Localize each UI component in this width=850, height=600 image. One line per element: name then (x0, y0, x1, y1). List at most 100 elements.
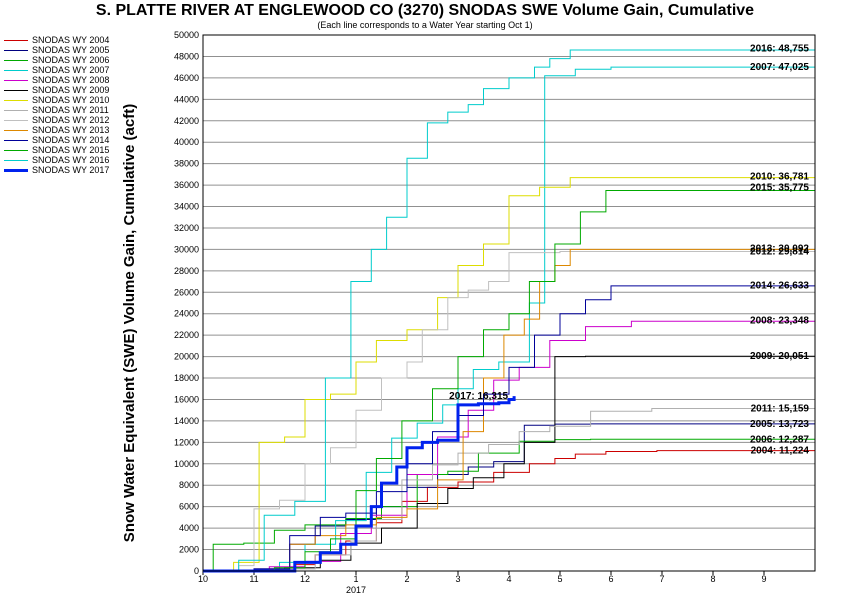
legend-item: SNODAS WY 2016 (4, 155, 109, 165)
x-tick-label: 3 (455, 574, 460, 584)
x-tick-label: 7 (659, 574, 664, 584)
series-line (203, 320, 816, 572)
y-tick-label: 24000 (174, 309, 199, 319)
series-line (203, 48, 816, 572)
legend-label: SNODAS WY 2014 (32, 135, 110, 145)
x-tick-label: 4 (506, 574, 511, 584)
legend-swatch (4, 119, 28, 121)
legend-swatch (4, 109, 28, 111)
legend-swatch (4, 79, 28, 81)
y-tick-label: 42000 (174, 116, 199, 126)
legend-swatch (4, 59, 28, 61)
legend-item: SNODAS WY 2015 (4, 145, 109, 155)
series-line (203, 396, 516, 573)
series-end-label: 2011: 15,159 (751, 403, 810, 414)
legend-label: SNODAS WY 2010 (32, 95, 110, 105)
y-tick-label: 32000 (174, 223, 199, 233)
grid (203, 34, 815, 572)
y-tick-label: 38000 (174, 159, 199, 169)
y-tick-label: 2000 (179, 545, 199, 555)
y-tick-label: 14000 (174, 416, 199, 426)
legend-label: SNODAS WY 2015 (32, 145, 110, 155)
series-end-label: 2008: 23,348 (750, 316, 809, 327)
legend: SNODAS WY 2004 SNODAS WY 2005 SNODAS WY 20… (4, 35, 109, 175)
x-axis-ticks: 10 11 12 1 2 3 4 5 6 7 8 9 (198, 571, 767, 584)
legend-swatch (4, 99, 28, 101)
y-tick-label: 44000 (174, 94, 199, 104)
legend-label: SNODAS WY 2009 (32, 85, 110, 95)
legend-label: SNODAS WY 2007 (32, 65, 110, 75)
legend-item: SNODAS WY 2005 (4, 45, 109, 55)
legend-item: SNODAS WY 2017 (4, 165, 109, 175)
x-tick-label: 9 (761, 574, 766, 584)
series-line (203, 407, 815, 572)
series-end-label: 2016: 48,755 (750, 43, 809, 54)
series-end-label: 2010: 36,781 (750, 172, 809, 183)
series-line (203, 438, 815, 572)
legend-item: SNODAS WY 2010 (4, 95, 109, 105)
y-tick-label: 22000 (174, 330, 199, 340)
plot-frame (202, 34, 816, 572)
y-tick-label: 4000 (179, 523, 199, 533)
legend-item: SNODAS WY 2013 (4, 125, 109, 135)
legend-item: SNODAS WY 2011 (4, 105, 109, 115)
x-tick-label: 2 (404, 574, 409, 584)
legend-label: SNODAS WY 2017 (32, 165, 110, 175)
legend-swatch (4, 39, 28, 41)
y-tick-label: 40000 (174, 137, 199, 147)
legend-label: SNODAS WY 2008 (32, 75, 110, 85)
chart-subtitle: (Each line corresponds to a Water Year s… (317, 20, 533, 30)
y-tick-label: 12000 (174, 437, 199, 447)
y-tick-label: 48000 (174, 51, 199, 61)
x-tick-label: 5 (557, 574, 562, 584)
legend-label: SNODAS WY 2012 (32, 115, 110, 125)
y-tick-label: 8000 (179, 480, 199, 490)
legend-item: SNODAS WY 2007 (4, 65, 109, 75)
legend-label: SNODAS WY 2011 (32, 105, 109, 115)
legend-item: SNODAS WY 2006 (4, 55, 109, 65)
series-line (203, 423, 815, 572)
x-tick-label: 12 (300, 574, 310, 584)
series-end-label: 2013: 30,092 (750, 243, 809, 254)
y-tick-label: 10000 (174, 459, 199, 469)
legend-swatch (4, 149, 28, 151)
legend-item: SNODAS WY 2014 (4, 135, 109, 145)
legend-swatch (4, 139, 28, 141)
series-end-label: 2017: 16,315 (449, 391, 508, 402)
series-line (203, 248, 816, 572)
series-end-label: 2006: 12,287 (750, 434, 809, 445)
end-labels: 2004: 11,224 2005: 13,723 2006: 12,287 2007… (449, 43, 809, 456)
x-tick-label: 10 (198, 574, 208, 584)
series-end-label: 2007: 47,025 (750, 62, 809, 73)
series-end-label: 2004: 11,224 (751, 446, 810, 457)
y-axis-label: Snow Water Equivalent (SWE) Volume Gain,… (121, 104, 138, 542)
x-tick-label: 11 (249, 574, 258, 584)
y-tick-label: 50000 (174, 30, 199, 40)
legend-swatch (4, 159, 28, 161)
series-line (203, 176, 816, 572)
series-end-label: 2005: 13,723 (750, 419, 809, 430)
series-lines (203, 48, 816, 573)
x-axis-year-label: 2017 (346, 585, 366, 595)
y-tick-label: 16000 (174, 394, 199, 404)
legend-label: SNODAS WY 2013 (32, 125, 110, 135)
y-axis-ticks: 0 2000 4000 6000 8000 10000 12000 14000 16000 180… (174, 30, 199, 576)
series-line (203, 251, 816, 572)
series-end-label: 2015: 35,775 (750, 182, 809, 193)
legend-swatch (4, 129, 28, 131)
y-tick-label: 30000 (174, 244, 199, 254)
x-tick-label: 8 (710, 574, 715, 584)
legend-item: SNODAS WY 2012 (4, 115, 109, 125)
legend-swatch (4, 69, 28, 71)
x-tick-label: 1 (353, 574, 358, 584)
legend-item: SNODAS WY 2004 (4, 35, 109, 45)
y-tick-label: 0 (194, 566, 199, 576)
series-end-label: 2012: 29,814 (750, 246, 809, 257)
y-tick-label: 26000 (174, 287, 199, 297)
legend-swatch (4, 168, 28, 172)
y-tick-label: 36000 (174, 180, 199, 190)
legend-swatch (4, 89, 28, 91)
y-tick-label: 34000 (174, 202, 199, 212)
y-tick-label: 46000 (174, 73, 199, 83)
